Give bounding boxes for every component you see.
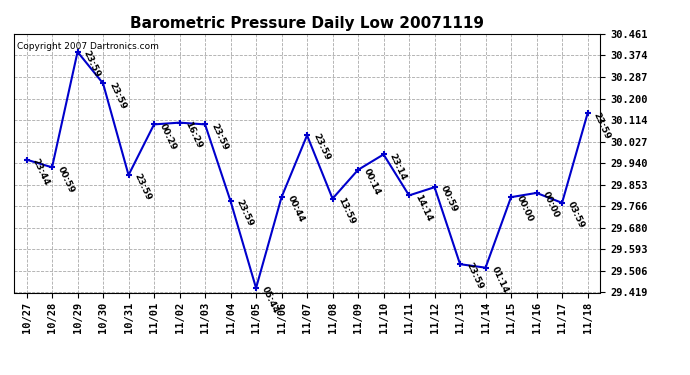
Text: 00:44: 00:44 [286, 194, 306, 224]
Text: 23:59: 23:59 [132, 172, 153, 202]
Text: 00:59: 00:59 [439, 184, 459, 214]
Text: 23:44: 23:44 [31, 157, 51, 187]
Text: Copyright 2007 Dartronics.com: Copyright 2007 Dartronics.com [17, 42, 159, 51]
Text: 00:14: 00:14 [362, 167, 382, 196]
Text: 23:59: 23:59 [464, 261, 484, 291]
Text: 23:59: 23:59 [311, 132, 331, 162]
Text: 23:59: 23:59 [592, 111, 612, 141]
Text: 00:00: 00:00 [515, 194, 535, 224]
Text: 23:59: 23:59 [209, 122, 230, 152]
Text: 16:29: 16:29 [184, 120, 204, 150]
Text: 01:14: 01:14 [490, 265, 510, 295]
Text: 03:59: 03:59 [566, 200, 586, 230]
Text: 23:59: 23:59 [235, 198, 255, 228]
Text: 14:14: 14:14 [413, 193, 433, 223]
Text: 00:00: 00:00 [541, 190, 561, 219]
Text: 00:59: 00:59 [56, 165, 77, 194]
Text: 23:14: 23:14 [388, 152, 408, 182]
Text: 13:59: 13:59 [337, 196, 357, 226]
Text: 00:29: 00:29 [158, 122, 179, 151]
Text: 05:44: 05:44 [260, 285, 281, 315]
Text: 23:59: 23:59 [81, 49, 102, 79]
Text: 23:59: 23:59 [107, 81, 128, 111]
Title: Barometric Pressure Daily Low 20071119: Barometric Pressure Daily Low 20071119 [130, 16, 484, 31]
